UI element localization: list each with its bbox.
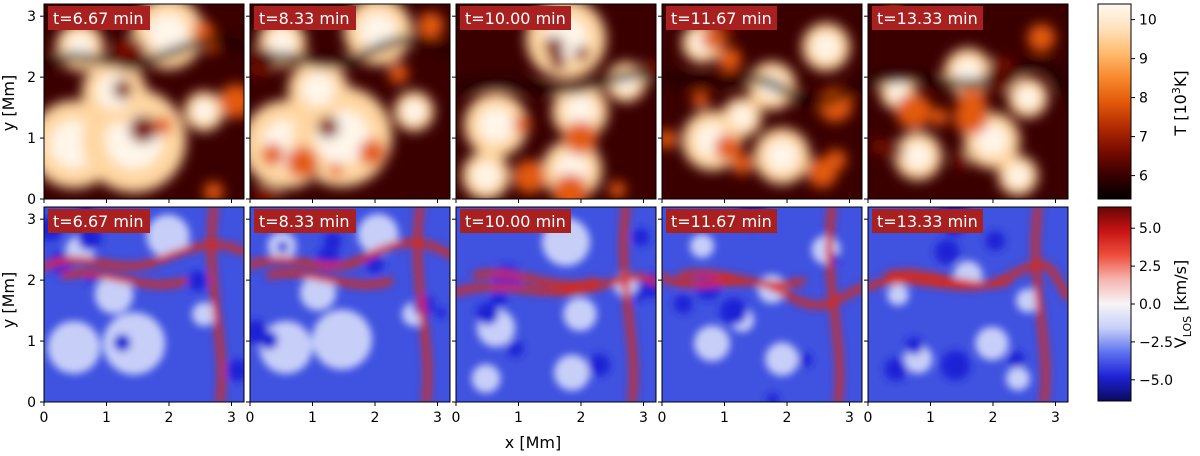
time-badge bbox=[48, 6, 150, 30]
time-badge bbox=[460, 209, 571, 233]
colorbar-tick-label: 7 bbox=[1139, 130, 1148, 146]
velocity-colorbar-label: VLOS [km/s] bbox=[1171, 260, 1194, 349]
x-tick-label: 2 bbox=[989, 410, 998, 426]
panel-frame bbox=[661, 206, 863, 403]
temperature-colorbar-ramp bbox=[1097, 3, 1132, 200]
x-tick-label: 1 bbox=[720, 410, 729, 426]
time-label: t=8.33 min bbox=[259, 9, 350, 28]
heatmap-image bbox=[250, 4, 450, 199]
x-tick-label: 1 bbox=[102, 410, 111, 426]
colorbar-tick-label: 6 bbox=[1139, 169, 1148, 185]
y-axis-label-top: y [Mm] bbox=[0, 75, 18, 131]
time-label: t=13.33 min bbox=[877, 9, 978, 28]
x-tick-label: 0 bbox=[40, 410, 49, 426]
temperature-panel: t=6.67 min 0 1 2 3 bbox=[27, 3, 245, 208]
panel-frame bbox=[43, 3, 245, 200]
temperature-panel: t=13.33 min bbox=[864, 3, 1069, 203]
colorbar-tick-label: 9 bbox=[1139, 52, 1148, 68]
time-badge bbox=[254, 209, 356, 233]
x-tick-label: 1 bbox=[308, 410, 317, 426]
x-tick-label: 3 bbox=[639, 410, 648, 426]
colorbar-tick-label: −5.0 bbox=[1139, 373, 1173, 389]
colorbar-tick-label: −2.5 bbox=[1139, 335, 1173, 351]
panel-frame bbox=[455, 3, 657, 200]
velocity-colorbar: 5.0 2.5 0.0 −2.5 −5.0 VLOS [km/s] bbox=[1097, 206, 1194, 402]
x-tick-label: 0 bbox=[246, 410, 255, 426]
x-tick-label: 3 bbox=[845, 410, 854, 426]
velocity-panel: t=10.00 min 0 1 2 3 bbox=[452, 206, 657, 426]
panel-frame bbox=[867, 3, 1069, 200]
x-tick-label: 0 bbox=[452, 410, 461, 426]
colorbar-tick-label: 0.0 bbox=[1139, 297, 1161, 313]
time-label: t=8.33 min bbox=[259, 212, 350, 231]
time-label: t=13.33 min bbox=[877, 212, 978, 231]
x-tick-label: 0 bbox=[864, 410, 873, 426]
y-axis-label-bottom: y [Mm] bbox=[0, 272, 18, 328]
panel-frame bbox=[455, 206, 657, 403]
panel-frame bbox=[249, 206, 451, 403]
colorbar-tick-label: 2.5 bbox=[1139, 259, 1161, 275]
panel-frame bbox=[249, 3, 451, 200]
panel-frame bbox=[867, 206, 1069, 403]
y-tick-label: 0 bbox=[27, 395, 36, 411]
heatmap-image bbox=[250, 207, 450, 402]
x-tick-label: 3 bbox=[227, 410, 236, 426]
temperature-colorbar-label: T [103K] bbox=[1170, 70, 1190, 136]
temperature-panels: t=6.67 min 0 1 2 3 t=8.33 min t=10.00 min t=11.… bbox=[27, 3, 1069, 208]
x-tick-label: 2 bbox=[783, 410, 792, 426]
temperature-panel: t=10.00 min bbox=[452, 3, 657, 203]
velocity-panel: t=11.67 min 0 1 2 3 bbox=[658, 206, 863, 426]
x-tick-label: 3 bbox=[433, 410, 442, 426]
colorbar-tick-label: 5.0 bbox=[1139, 221, 1161, 237]
x-tick-label: 2 bbox=[577, 410, 586, 426]
x-tick-label: 2 bbox=[371, 410, 380, 426]
velocity-panel: t=8.33 min 0 1 2 3 bbox=[246, 206, 451, 426]
heatmap-image bbox=[456, 4, 656, 199]
colorbar-tick-label: 8 bbox=[1139, 91, 1148, 107]
y-tick-label: 1 bbox=[27, 131, 36, 147]
time-label: t=11.67 min bbox=[671, 212, 772, 231]
time-label: t=10.00 min bbox=[465, 212, 566, 231]
temperature-panel: t=11.67 min bbox=[658, 3, 863, 203]
time-label: t=6.67 min bbox=[53, 212, 144, 231]
y-tick-label: 3 bbox=[27, 9, 36, 25]
heatmap-image bbox=[44, 207, 244, 402]
velocity-panel: t=13.33 min 0 1 2 3 bbox=[864, 206, 1069, 426]
x-axis-label: x [Mm] bbox=[505, 433, 561, 452]
y-tick-label: 3 bbox=[27, 212, 36, 228]
time-badge bbox=[666, 6, 777, 30]
time-badge bbox=[872, 6, 983, 30]
time-badge bbox=[666, 209, 777, 233]
y-tick-label: 2 bbox=[27, 273, 36, 289]
colorbar-tick-label: 10 bbox=[1139, 13, 1157, 29]
heatmap-image bbox=[44, 4, 244, 199]
time-badge bbox=[48, 209, 150, 233]
x-tick-label: 1 bbox=[514, 410, 523, 426]
temperature-colorbar: 6 7 8 9 10 T [103K] bbox=[1097, 3, 1190, 200]
temperature-panel: t=8.33 min bbox=[246, 3, 451, 203]
time-label: t=10.00 min bbox=[465, 9, 566, 28]
time-label: t=11.67 min bbox=[671, 9, 772, 28]
time-badge bbox=[460, 6, 571, 30]
time-badge bbox=[254, 6, 356, 30]
heatmap-image bbox=[662, 4, 862, 199]
heatmap-image bbox=[456, 207, 656, 402]
time-label: t=6.67 min bbox=[53, 9, 144, 28]
x-tick-label: 3 bbox=[1051, 410, 1060, 426]
x-tick-label: 0 bbox=[658, 410, 667, 426]
velocity-colorbar-ramp bbox=[1097, 206, 1132, 402]
x-tick-label: 2 bbox=[165, 410, 174, 426]
y-tick-label: 1 bbox=[27, 334, 36, 350]
heatmap-image bbox=[868, 4, 1068, 199]
y-tick-label: 0 bbox=[27, 192, 36, 208]
y-tick-label: 2 bbox=[27, 70, 36, 86]
velocity-panel: t=6.67 min 0 1 2 3 0 1 2 3 bbox=[27, 206, 245, 426]
x-tick-label: 1 bbox=[926, 410, 935, 426]
panel-frame bbox=[43, 206, 245, 403]
panel-frame bbox=[661, 3, 863, 200]
time-badge bbox=[872, 209, 983, 233]
